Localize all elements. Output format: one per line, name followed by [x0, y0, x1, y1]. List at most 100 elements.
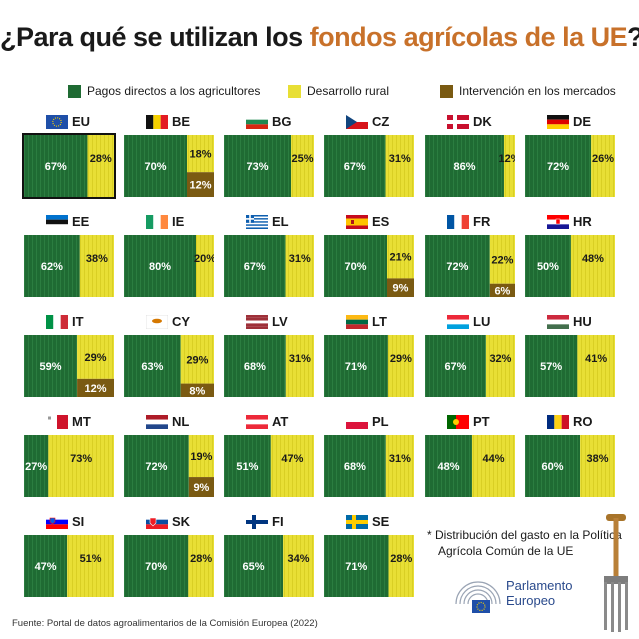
- stacked-bar-ee: 62% 38%: [24, 235, 114, 297]
- value-label-direct-de: 72%: [547, 161, 569, 173]
- value-label-rural-hu: 41%: [585, 353, 607, 365]
- legend-swatch-market: [440, 84, 453, 98]
- legend-swatch-direct: [68, 84, 81, 98]
- stacked-bar-el: 67% 31%: [224, 235, 314, 297]
- bar-direct-payments-hu: [525, 335, 578, 397]
- bar-rural-development-hu: [577, 335, 615, 397]
- country-chart-bg: BG 73% 25%: [224, 115, 314, 197]
- stacked-bar-pt: 48% 44%: [425, 435, 515, 497]
- stacked-bar-be: 70% 18% 12%: [124, 135, 214, 197]
- bar-rural-development-be: [187, 135, 214, 173]
- flag-fi-icon: [246, 515, 268, 529]
- country-code-pt: PT: [473, 414, 490, 429]
- stacked-bar-lt: 71% 29%: [324, 335, 414, 397]
- country-chart-el: EL 67% 31%: [224, 215, 314, 297]
- value-label-direct-cy: 63%: [141, 361, 163, 373]
- legend-label-market: Intervención en los mercados: [459, 84, 616, 98]
- legend-label-rural: Desarrollo rural: [307, 84, 390, 98]
- country-code-fi: FI: [272, 514, 284, 529]
- country-chart-at: AT 51% 47%: [224, 415, 314, 497]
- parliament-name: Parlamento Europeo: [506, 578, 572, 608]
- value-label-rural-lv: 31%: [289, 353, 311, 365]
- bar-direct-payments-ie: [124, 235, 196, 297]
- flag-cy-icon: [146, 315, 168, 329]
- country-chart-be: BE 70% 18% 12%: [124, 115, 214, 197]
- bar-rural-development-eu: [87, 135, 114, 197]
- bar-direct-payments-es: [324, 235, 387, 297]
- bar-rural-development-se: [388, 535, 414, 597]
- country-code-dk: DK: [473, 114, 492, 129]
- country-code-pl: PL: [372, 414, 389, 429]
- country-chart-fr: FR 72% 22% 6%: [425, 215, 515, 297]
- bar-rural-development-de: [591, 135, 615, 197]
- value-label-rural-lu: 32%: [489, 353, 511, 365]
- country-chart-pt: PT 48% 44%: [425, 415, 515, 497]
- stacked-bar-lv: 68% 31%: [224, 335, 314, 397]
- country-code-cy: CY: [172, 314, 191, 329]
- value-label-rural-at: 47%: [281, 453, 303, 465]
- value-label-direct-ee: 62%: [41, 261, 63, 273]
- stacked-bar-dk: 86% 12%: [425, 135, 515, 197]
- value-label-rural-fr: 22%: [491, 254, 513, 266]
- title-highlight: fondos agrícolas de la UE: [309, 22, 628, 52]
- bar-rural-development-el: [285, 235, 314, 297]
- value-label-market-be: 12%: [189, 180, 211, 192]
- bar-market-intervention-fr: [489, 283, 515, 297]
- bar-direct-payments-pl: [324, 435, 386, 497]
- value-label-direct-at: 51%: [236, 461, 258, 473]
- country-chart-es: ES 70% 21% 9%: [324, 215, 414, 297]
- flag-eu-icon: [46, 115, 68, 129]
- bar-market-intervention-nl: [188, 477, 214, 497]
- value-label-rural-mt: 73%: [70, 453, 92, 465]
- bar-direct-payments-si: [24, 535, 68, 597]
- bar-direct-payments-lv: [224, 335, 286, 397]
- bar-direct-payments-cy: [124, 335, 181, 397]
- value-label-direct-bg: 73%: [247, 161, 269, 173]
- value-label-rural-ie: 20%: [194, 253, 214, 265]
- stacked-bar-fi: 65% 34%: [224, 535, 314, 597]
- country-chart-eu: EU 67% 28%: [22, 114, 116, 199]
- flag-bg-icon: [246, 115, 268, 129]
- value-label-direct-fi: 65%: [243, 561, 265, 573]
- value-label-rural-ro: 38%: [587, 453, 609, 465]
- stacked-bar-de: 72% 26%: [525, 135, 615, 197]
- country-code-bg: BG: [272, 114, 292, 129]
- value-label-rural-se: 28%: [390, 553, 412, 565]
- bar-rural-development-si: [67, 535, 114, 597]
- value-label-rural-it: 29%: [85, 352, 107, 364]
- footnote: * Distribución del gasto en la Política …: [427, 527, 627, 559]
- country-code-ie: IE: [172, 214, 185, 229]
- country-code-cz: CZ: [372, 114, 390, 129]
- country-chart-hu: HU 57% 41%: [525, 315, 615, 397]
- country-chart-si: SI 47% 51%: [24, 515, 114, 597]
- flag-dk-icon: [447, 115, 469, 129]
- bar-direct-payments-at: [224, 435, 271, 497]
- page-title: ¿Para qué se utilizan los fondos agrícol…: [0, 22, 639, 53]
- value-label-direct-es: 70%: [344, 261, 366, 273]
- country-chart-lv: LV 68% 31%: [224, 315, 314, 397]
- flag-es-icon: [346, 215, 368, 229]
- bar-rural-development-sk: [188, 535, 214, 597]
- flag-ie-icon: [146, 215, 168, 229]
- value-label-rural-bg: 25%: [292, 153, 314, 165]
- country-code-eu: EU: [72, 114, 91, 129]
- bar-direct-payments-ro: [525, 435, 581, 497]
- flag-mt-icon: [46, 415, 68, 429]
- bar-rural-development-es: [387, 235, 414, 279]
- value-label-direct-be: 70%: [144, 161, 166, 173]
- country-code-be: BE: [172, 114, 191, 129]
- flag-ro-icon: [547, 415, 569, 429]
- country-chart-mt: MT 27% 73%: [24, 415, 114, 497]
- flag-de-icon: [547, 115, 569, 129]
- stacked-bar-ro: 60% 38%: [525, 435, 615, 497]
- pitchfork-icon: [596, 512, 636, 632]
- bar-rural-development-nl: [188, 435, 214, 478]
- bar-rural-development-cz: [385, 135, 414, 197]
- bar-market-intervention-cy: [180, 383, 214, 397]
- stacked-bar-fr: 72% 22% 6%: [425, 235, 515, 297]
- title-text: ¿Para qué se utilizan los: [0, 22, 310, 52]
- value-label-market-nl: 9%: [193, 482, 209, 494]
- bar-rural-development-lu: [485, 335, 515, 397]
- value-label-direct-mt: 27%: [25, 461, 47, 473]
- flag-nl-icon: [146, 415, 168, 429]
